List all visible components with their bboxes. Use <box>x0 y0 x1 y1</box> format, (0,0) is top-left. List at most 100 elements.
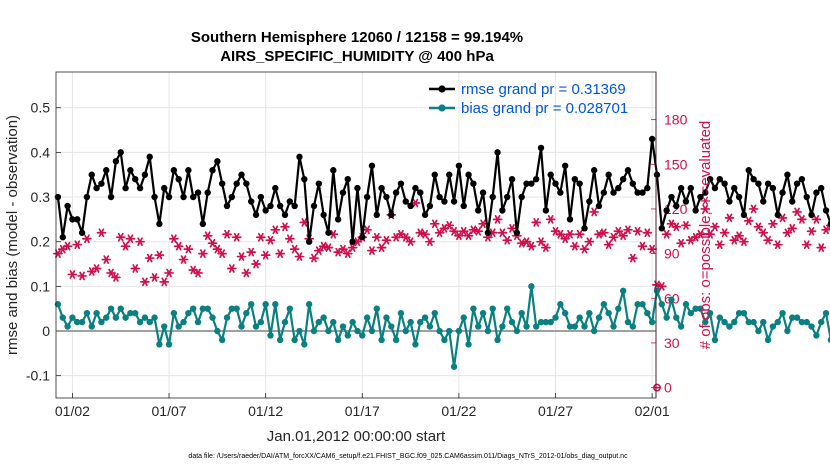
legend-rmse-marker <box>438 85 446 93</box>
rmse-point <box>243 180 250 187</box>
bias-point <box>653 287 661 295</box>
rmse-point <box>644 184 651 192</box>
rmse-point <box>117 149 124 156</box>
bias-point <box>252 323 260 330</box>
bias-point <box>576 314 583 321</box>
obs-point <box>758 228 769 238</box>
obs-point <box>618 231 628 241</box>
obs-point <box>502 235 513 245</box>
bias-point <box>74 318 81 326</box>
obs-point <box>695 229 706 239</box>
obs-point <box>681 220 691 230</box>
obs-point <box>222 229 232 239</box>
legend-bias-marker <box>438 104 446 112</box>
bias-point <box>465 341 472 348</box>
obs-point <box>763 235 773 245</box>
rmse-point <box>373 211 380 219</box>
rmse-point <box>798 175 806 183</box>
rmse-point <box>581 225 588 232</box>
tick-label-y-left: -0.1 <box>26 368 50 384</box>
bias-point <box>223 314 231 321</box>
rmse-point <box>721 180 728 187</box>
bias-point <box>644 309 651 317</box>
rmse-point <box>586 198 593 205</box>
bias-point <box>69 314 76 321</box>
obs-point <box>178 255 189 264</box>
bias-point <box>595 314 603 321</box>
bias-point <box>586 309 593 317</box>
bias-point <box>460 314 467 321</box>
bias-point <box>571 323 579 330</box>
rmse-point <box>334 216 342 223</box>
rmse-point <box>368 162 376 169</box>
obs-point <box>603 240 614 250</box>
bias-point <box>798 318 806 326</box>
rmse-point <box>731 184 738 192</box>
bias-point <box>581 323 588 330</box>
obs-point <box>241 268 252 278</box>
rmse-point <box>141 171 149 178</box>
bias-point <box>305 301 313 308</box>
bias-point <box>789 314 796 321</box>
y-axis-label-left: rmse and bias (model - observation) <box>4 115 21 355</box>
bias-point <box>320 314 327 321</box>
obs-point <box>265 235 276 245</box>
obs-point <box>734 231 744 241</box>
bias-point <box>818 318 825 326</box>
rmse-point <box>136 184 144 192</box>
obs-point <box>270 225 281 235</box>
bias-point <box>156 341 163 348</box>
rmse-point <box>513 229 521 236</box>
obs-point <box>608 232 619 242</box>
bias-point <box>151 314 158 321</box>
rmse-point <box>238 171 245 178</box>
obs-point <box>497 228 508 238</box>
rmse-point <box>204 189 211 196</box>
bias-point <box>247 301 255 308</box>
rmse-point <box>252 211 260 219</box>
rmse-point <box>93 184 100 192</box>
rmse-point <box>286 198 294 205</box>
bias-point <box>363 314 371 321</box>
obs-point <box>565 229 575 239</box>
rmse-point <box>663 207 670 214</box>
obs-point <box>458 226 469 236</box>
obs-point <box>140 277 150 287</box>
obs-point <box>217 249 228 258</box>
obs-point <box>724 213 735 223</box>
obs-point <box>555 229 566 239</box>
obs-point <box>797 215 807 224</box>
tick-label-y-right: 150 <box>664 156 688 172</box>
obs-point <box>768 219 778 229</box>
obs-point <box>531 218 542 227</box>
bias-point <box>359 332 366 339</box>
rmse-point <box>175 175 182 183</box>
obs-point <box>632 226 643 236</box>
obs-point <box>212 244 223 254</box>
obs-point <box>400 232 411 242</box>
rmse-point <box>822 207 830 214</box>
rmse-point <box>523 180 530 187</box>
bias-point <box>663 314 670 321</box>
rmse-point <box>755 180 762 187</box>
bias-point <box>103 314 110 321</box>
rmse-point <box>281 211 289 219</box>
legend-bias-label: bias grand pr = 0.028701 <box>461 100 628 117</box>
bias-point <box>315 318 323 326</box>
obs-point <box>115 232 126 242</box>
bias-point <box>325 327 332 335</box>
rmse-point <box>561 162 569 169</box>
rmse-point <box>421 211 429 219</box>
bias-point <box>774 318 781 326</box>
obs-point <box>120 241 131 251</box>
rmse-point <box>677 184 685 192</box>
rmse-point <box>769 184 777 192</box>
bias-point <box>281 318 289 326</box>
rmse-point <box>441 198 448 205</box>
bias-point <box>484 327 492 335</box>
rmse-point <box>156 220 163 228</box>
obs-point <box>584 237 595 247</box>
bias-point <box>88 323 95 330</box>
rmse-point <box>470 180 477 187</box>
rmse-point <box>702 189 709 196</box>
